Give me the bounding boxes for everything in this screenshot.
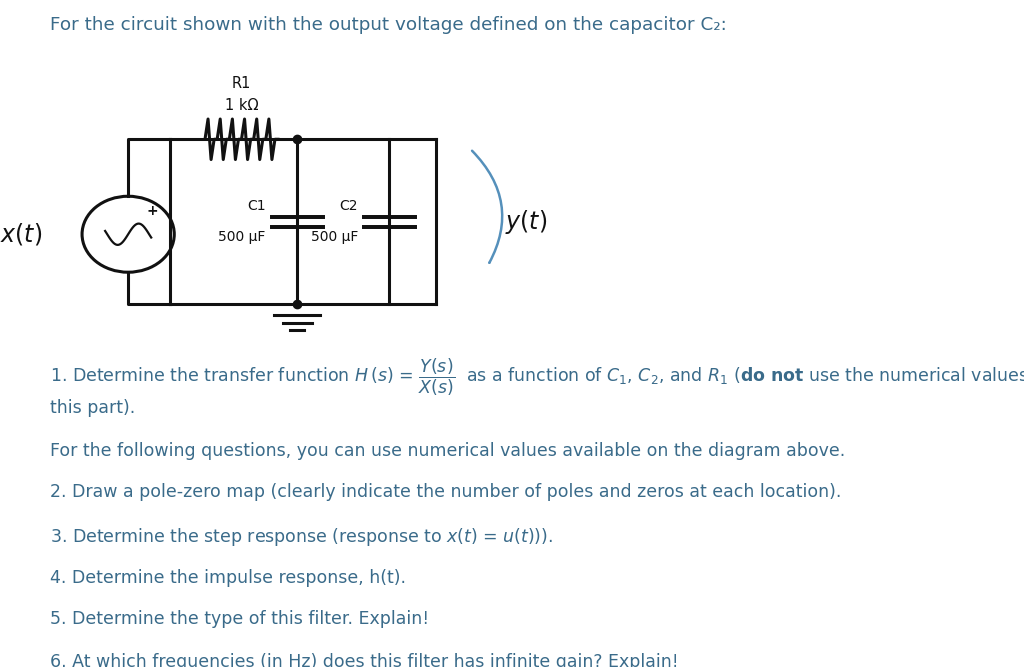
- Text: $x(t)$: $x(t)$: [0, 221, 42, 247]
- FancyArrowPatch shape: [472, 151, 502, 263]
- Text: For the following questions, you can use numerical values available on the diagr: For the following questions, you can use…: [50, 442, 845, 460]
- Text: +: +: [146, 203, 158, 217]
- Text: R1: R1: [231, 75, 251, 91]
- Text: 1. Determine the transfer function $H\,(s)$ = $\dfrac{Y(s)}{X(s)}$  as a functio: 1. Determine the transfer function $H\,(…: [50, 356, 1024, 398]
- Text: For the circuit shown with the output voltage defined on the capacitor C₂:: For the circuit shown with the output vo…: [50, 16, 727, 34]
- Text: C2: C2: [339, 199, 358, 213]
- Text: C1: C1: [247, 199, 265, 213]
- Text: 500 μF: 500 μF: [218, 230, 265, 244]
- Text: this part).: this part).: [50, 400, 135, 418]
- Text: 6. At which frequencies (in Hz) does this filter has infinite gain? Explain!: 6. At which frequencies (in Hz) does thi…: [50, 653, 679, 667]
- Text: $y(t)$: $y(t)$: [505, 207, 547, 235]
- Text: 5. Determine the type of this filter. Explain!: 5. Determine the type of this filter. Ex…: [50, 610, 429, 628]
- Text: 500 μF: 500 μF: [310, 230, 358, 244]
- Text: 4. Determine the impulse response, h(t).: 4. Determine the impulse response, h(t).: [50, 568, 406, 586]
- Text: 2. Draw a pole-zero map (clearly indicate the number of poles and zeros at each : 2. Draw a pole-zero map (clearly indicat…: [50, 483, 841, 501]
- Text: 3. Determine the step response (response to $x(t)$ = $u(t)$)).: 3. Determine the step response (response…: [50, 526, 553, 548]
- Text: 1 kΩ: 1 kΩ: [224, 97, 258, 113]
